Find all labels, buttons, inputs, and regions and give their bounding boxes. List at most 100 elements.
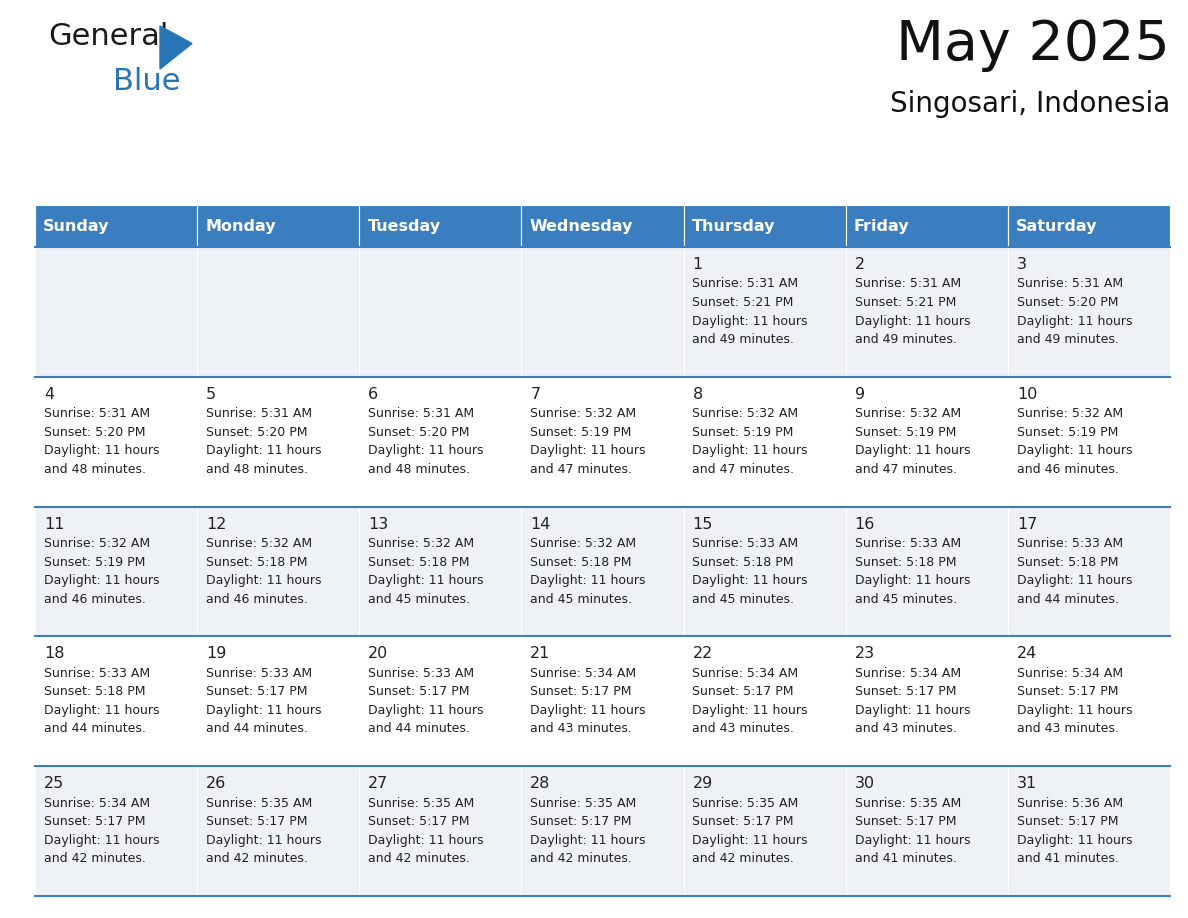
Text: 14: 14	[530, 517, 551, 532]
Text: 1: 1	[693, 257, 703, 272]
Text: Sunday: Sunday	[43, 218, 109, 233]
Text: 15: 15	[693, 517, 713, 532]
Bar	[522, 205, 683, 247]
Text: Sunset: 5:17 PM: Sunset: 5:17 PM	[854, 686, 956, 699]
Bar	[683, 376, 846, 507]
Bar	[359, 636, 522, 767]
Bar	[683, 247, 846, 376]
Text: Sunrise: 5:31 AM: Sunrise: 5:31 AM	[44, 408, 150, 420]
Text: Daylight: 11 hours: Daylight: 11 hours	[854, 574, 971, 588]
Text: Tuesday: Tuesday	[367, 218, 441, 233]
Text: 16: 16	[854, 517, 876, 532]
Text: Daylight: 11 hours: Daylight: 11 hours	[368, 444, 484, 457]
Bar	[846, 376, 1007, 507]
Bar	[1007, 205, 1170, 247]
Text: 9: 9	[854, 386, 865, 402]
Text: Sunset: 5:19 PM: Sunset: 5:19 PM	[44, 555, 145, 568]
Text: 30: 30	[854, 777, 874, 791]
Bar	[197, 376, 359, 507]
Text: Daylight: 11 hours: Daylight: 11 hours	[206, 574, 322, 588]
Text: Friday: Friday	[854, 218, 910, 233]
Text: Sunset: 5:21 PM: Sunset: 5:21 PM	[693, 296, 794, 309]
Text: and 44 minutes.: and 44 minutes.	[44, 722, 146, 735]
Text: Daylight: 11 hours: Daylight: 11 hours	[854, 704, 971, 717]
Text: Daylight: 11 hours: Daylight: 11 hours	[368, 834, 484, 846]
Bar	[359, 376, 522, 507]
Text: Sunrise: 5:32 AM: Sunrise: 5:32 AM	[206, 537, 312, 550]
Bar	[34, 376, 197, 507]
Text: and 42 minutes.: and 42 minutes.	[693, 852, 795, 866]
Text: Sunset: 5:18 PM: Sunset: 5:18 PM	[854, 555, 956, 568]
Text: Daylight: 11 hours: Daylight: 11 hours	[44, 444, 159, 457]
Text: Sunrise: 5:33 AM: Sunrise: 5:33 AM	[368, 666, 474, 680]
Text: and 47 minutes.: and 47 minutes.	[693, 463, 795, 476]
Bar	[1007, 636, 1170, 767]
Text: Sunset: 5:18 PM: Sunset: 5:18 PM	[206, 555, 308, 568]
Bar	[197, 507, 359, 636]
Text: 22: 22	[693, 646, 713, 661]
Text: 28: 28	[530, 777, 551, 791]
Text: Sunset: 5:21 PM: Sunset: 5:21 PM	[854, 296, 956, 309]
Bar	[34, 205, 197, 247]
Text: Sunrise: 5:35 AM: Sunrise: 5:35 AM	[368, 797, 474, 810]
Text: and 45 minutes.: and 45 minutes.	[368, 593, 470, 606]
Text: Daylight: 11 hours: Daylight: 11 hours	[854, 444, 971, 457]
Text: and 44 minutes.: and 44 minutes.	[1017, 593, 1119, 606]
Text: Sunrise: 5:35 AM: Sunrise: 5:35 AM	[530, 797, 637, 810]
Text: Sunset: 5:17 PM: Sunset: 5:17 PM	[368, 686, 469, 699]
Text: 23: 23	[854, 646, 874, 661]
Text: Daylight: 11 hours: Daylight: 11 hours	[368, 574, 484, 588]
Text: Sunrise: 5:35 AM: Sunrise: 5:35 AM	[854, 797, 961, 810]
Text: and 43 minutes.: and 43 minutes.	[854, 722, 956, 735]
Text: 31: 31	[1017, 777, 1037, 791]
Text: 29: 29	[693, 777, 713, 791]
Text: and 43 minutes.: and 43 minutes.	[530, 722, 632, 735]
Text: 25: 25	[44, 777, 64, 791]
Text: 17: 17	[1017, 517, 1037, 532]
Bar	[34, 767, 197, 896]
Text: 3: 3	[1017, 257, 1026, 272]
Text: and 45 minutes.: and 45 minutes.	[693, 593, 795, 606]
Text: and 43 minutes.: and 43 minutes.	[693, 722, 795, 735]
Text: and 46 minutes.: and 46 minutes.	[206, 593, 308, 606]
Text: and 47 minutes.: and 47 minutes.	[530, 463, 632, 476]
Text: Sunrise: 5:32 AM: Sunrise: 5:32 AM	[693, 408, 798, 420]
Text: 18: 18	[44, 646, 64, 661]
Text: Sunrise: 5:32 AM: Sunrise: 5:32 AM	[44, 537, 150, 550]
Text: Sunrise: 5:32 AM: Sunrise: 5:32 AM	[530, 537, 637, 550]
Bar	[683, 767, 846, 896]
Bar	[683, 205, 846, 247]
Text: Daylight: 11 hours: Daylight: 11 hours	[1017, 574, 1132, 588]
Text: Sunset: 5:18 PM: Sunset: 5:18 PM	[44, 686, 145, 699]
Text: and 41 minutes.: and 41 minutes.	[1017, 852, 1119, 866]
Bar	[1007, 247, 1170, 376]
Text: Sunrise: 5:33 AM: Sunrise: 5:33 AM	[1017, 537, 1123, 550]
Bar	[359, 205, 522, 247]
Text: Sunrise: 5:33 AM: Sunrise: 5:33 AM	[44, 666, 150, 680]
Bar	[197, 205, 359, 247]
Bar	[846, 636, 1007, 767]
Text: Sunset: 5:17 PM: Sunset: 5:17 PM	[854, 815, 956, 828]
Bar	[34, 507, 197, 636]
Text: Sunset: 5:17 PM: Sunset: 5:17 PM	[1017, 815, 1118, 828]
Bar	[522, 507, 683, 636]
Text: 7: 7	[530, 386, 541, 402]
Text: Daylight: 11 hours: Daylight: 11 hours	[693, 704, 808, 717]
Text: Sunrise: 5:34 AM: Sunrise: 5:34 AM	[1017, 666, 1123, 680]
Text: and 48 minutes.: and 48 minutes.	[44, 463, 146, 476]
Bar	[683, 636, 846, 767]
Text: Daylight: 11 hours: Daylight: 11 hours	[206, 834, 322, 846]
Bar	[359, 507, 522, 636]
Text: Sunset: 5:17 PM: Sunset: 5:17 PM	[1017, 686, 1118, 699]
Text: Sunset: 5:18 PM: Sunset: 5:18 PM	[530, 555, 632, 568]
Text: Daylight: 11 hours: Daylight: 11 hours	[368, 704, 484, 717]
Text: and 49 minutes.: and 49 minutes.	[693, 333, 795, 346]
Text: and 48 minutes.: and 48 minutes.	[368, 463, 470, 476]
Bar	[1007, 376, 1170, 507]
Text: Sunrise: 5:35 AM: Sunrise: 5:35 AM	[206, 797, 312, 810]
Text: Daylight: 11 hours: Daylight: 11 hours	[206, 704, 322, 717]
Text: 5: 5	[206, 386, 216, 402]
Text: Monday: Monday	[206, 218, 276, 233]
Text: Sunrise: 5:32 AM: Sunrise: 5:32 AM	[368, 537, 474, 550]
Text: Singosari, Indonesia: Singosari, Indonesia	[890, 90, 1170, 118]
